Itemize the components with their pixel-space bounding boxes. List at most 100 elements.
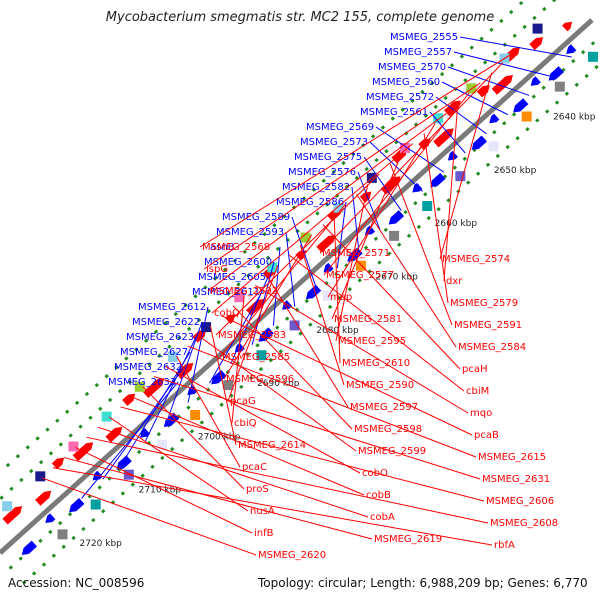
ruler-label: 2710 kbp bbox=[139, 486, 182, 496]
reverse-leader-line bbox=[52, 467, 493, 546]
tick-mark bbox=[38, 459, 44, 465]
tick-mark bbox=[502, 121, 507, 126]
tick-mark bbox=[91, 517, 96, 523]
reverse-gene-label: dxr bbox=[446, 276, 463, 287]
tick-mark bbox=[134, 347, 139, 352]
tick-mark bbox=[45, 427, 50, 432]
tick-mark bbox=[495, 153, 501, 159]
tick-mark bbox=[130, 482, 135, 487]
tick-mark bbox=[449, 63, 455, 68]
ruler-label: 2720 kbp bbox=[79, 539, 122, 549]
reverse-gene-arrow bbox=[562, 21, 573, 32]
tick-mark bbox=[163, 320, 169, 326]
reverse-leader-line bbox=[199, 52, 515, 248]
tick-mark bbox=[84, 391, 90, 397]
forward-gene-arrow bbox=[211, 370, 227, 385]
shaded-block bbox=[466, 83, 477, 94]
tick-mark bbox=[88, 415, 93, 420]
shaded-block bbox=[399, 143, 410, 154]
tick-mark bbox=[183, 302, 188, 308]
tick-mark bbox=[459, 54, 465, 59]
tick-mark bbox=[561, 67, 566, 73]
tick-mark bbox=[0, 495, 4, 500]
shaded-block bbox=[201, 322, 212, 333]
reverse-leader-line bbox=[75, 446, 253, 534]
shaded-block bbox=[90, 499, 101, 510]
tick-mark bbox=[272, 223, 277, 228]
shaded-block bbox=[256, 350, 267, 361]
forward-gene-label: MSMEG_2623 bbox=[126, 332, 194, 343]
tick-mark bbox=[25, 445, 30, 450]
tick-mark bbox=[74, 400, 80, 406]
forward-gene-label: MSMEG_2573 bbox=[300, 137, 368, 148]
forward-leader-line bbox=[441, 81, 509, 116]
tick-mark bbox=[532, 15, 537, 21]
forward-gene-arrow bbox=[566, 44, 577, 54]
forward-gene-arrow bbox=[347, 247, 363, 262]
reverse-leader-line bbox=[221, 315, 473, 436]
reverse-leader-line bbox=[331, 153, 403, 320]
reverse-leader-line bbox=[41, 477, 257, 556]
tick-mark bbox=[140, 473, 145, 478]
reverse-gene-arrow bbox=[51, 457, 65, 470]
forward-gene-arrow bbox=[21, 540, 38, 555]
shaded-block bbox=[488, 141, 499, 152]
tick-mark bbox=[463, 77, 468, 83]
tick-mark bbox=[321, 178, 326, 183]
forward-gene-arrow bbox=[530, 76, 541, 86]
forward-gene-label: MSMEG_2632 bbox=[114, 362, 182, 373]
tick-mark bbox=[590, 41, 596, 46]
forward-leader-line bbox=[145, 336, 197, 442]
forward-gene-arrow bbox=[471, 135, 487, 150]
tick-mark bbox=[351, 151, 356, 157]
reverse-leader-line bbox=[423, 133, 449, 304]
reverse-gene-label: cbiM bbox=[466, 386, 489, 397]
tick-mark bbox=[67, 511, 73, 517]
reverse-leader-line bbox=[209, 325, 237, 446]
tick-mark bbox=[413, 201, 418, 206]
shaded-block bbox=[167, 351, 178, 362]
ruler-label: 2690 kbp bbox=[257, 379, 300, 389]
reverse-gene-label: ispG bbox=[206, 264, 228, 275]
backbone-line bbox=[0, 18, 594, 555]
tick-mark bbox=[489, 27, 494, 32]
tick-mark bbox=[443, 95, 448, 101]
reverse-gene-label: pcaH bbox=[462, 364, 488, 375]
tick-mark bbox=[377, 260, 382, 265]
tick-mark bbox=[58, 520, 63, 526]
forward-gene-label: MSMEG_2622 bbox=[132, 317, 200, 328]
forward-gene-arrow bbox=[258, 327, 274, 342]
shaded-block bbox=[57, 529, 68, 540]
reverse-gene-label: MSMEG_2577 bbox=[326, 270, 394, 281]
reverse-leader-line bbox=[389, 163, 453, 326]
tick-mark bbox=[186, 326, 192, 332]
tick-mark bbox=[347, 286, 353, 292]
forward-gene-arrow bbox=[69, 497, 85, 513]
ruler-label: 2670 kbp bbox=[375, 273, 418, 283]
tick-mark bbox=[226, 291, 231, 296]
forward-gene-label: MSMEG_2570 bbox=[378, 62, 446, 73]
reverse-gene-arrow bbox=[529, 37, 544, 51]
tick-mark bbox=[19, 477, 24, 483]
tick-mark bbox=[255, 264, 261, 269]
tick-mark bbox=[147, 362, 152, 367]
tick-mark bbox=[232, 258, 238, 263]
reverse-gene-label: MSMEG_2596 bbox=[226, 374, 294, 385]
forward-gene-label: MSMEG_2633 bbox=[108, 377, 176, 388]
tick-mark bbox=[410, 98, 415, 104]
forward-leader-line bbox=[291, 216, 317, 288]
reverse-leader-line bbox=[131, 396, 365, 496]
forward-gene-label: MSMEG_2605 bbox=[198, 272, 266, 283]
forward-gene-arrow bbox=[116, 455, 132, 470]
ruler-label: 2700 kbp bbox=[198, 432, 241, 442]
tick-mark bbox=[203, 285, 208, 290]
reverse-gene-arrow bbox=[476, 85, 490, 98]
ruler-label: 2660 kbp bbox=[435, 219, 478, 229]
forward-leader-line bbox=[166, 321, 203, 422]
forward-gene-label: MSMEG_2572 bbox=[366, 92, 434, 103]
forward-gene-label: MSMEG_2611 bbox=[192, 287, 260, 298]
shaded-block bbox=[322, 290, 333, 301]
tick-mark bbox=[370, 134, 376, 139]
tick-mark bbox=[564, 91, 570, 96]
